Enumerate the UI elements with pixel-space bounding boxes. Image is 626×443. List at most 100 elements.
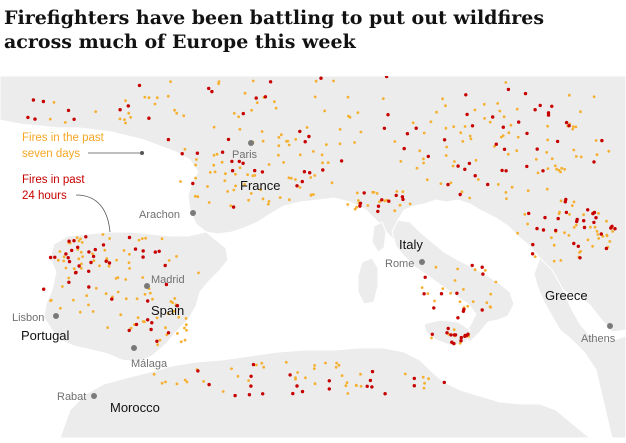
fire-day-dot [300,179,304,184]
fire-week-dot [441,97,444,101]
fire-week-dot [334,365,338,369]
fire-week-dot [103,248,107,252]
fire-week-dot [119,313,123,317]
fire-day-dot [461,309,466,313]
fire-week-dot [175,111,179,115]
fire-day-dot [155,339,159,343]
fire-day-dot [368,378,373,383]
fire-week-dot [494,280,498,284]
fire-week-dot [164,380,167,384]
fire-day-dot [89,260,93,265]
fire-week-dot [195,158,198,161]
fire-week-dot [418,149,422,153]
fire-week-dot [166,312,170,315]
fire-day-dot [33,117,37,121]
fire-week-dot [177,315,181,319]
fire-week-dot [444,154,448,157]
fire-day-dot [531,242,535,247]
fire-week-dot [430,336,433,340]
fire-day-dot [230,159,234,164]
fire-day-dot [582,225,587,230]
fire-week-dot [574,155,578,158]
fire-week-dot [504,191,508,194]
fire-day-dot [93,247,98,252]
fire-week-dot [81,255,84,258]
fire-week-dot [589,225,592,229]
fire-week-dot [175,255,178,258]
fire-week-dot [347,114,350,118]
fire-week-dot [326,161,330,165]
fire-day-dot [473,174,477,178]
fire-day-dot [455,291,459,295]
fire-week-dot [116,290,120,294]
fire-week-dot [572,226,576,229]
fire-week-dot [296,371,299,374]
country-label-morocco: Morocco [110,400,160,415]
fire-week-dot [277,136,281,139]
fire-day-dot [554,228,558,233]
fire-week-dot [278,196,282,200]
fire-week-dot [357,199,360,202]
fire-week-dot [62,259,66,263]
fire-day-dot [576,244,580,248]
fire-week-dot [605,234,609,238]
fire-day-dot [133,247,138,251]
fire-day-dot [66,256,70,260]
fire-week-dot [167,259,171,262]
fire-week-dot [238,166,242,170]
fire-week-dot [179,340,183,344]
fire-day-dot [459,339,463,343]
fire-day-dot [376,204,381,208]
fire-week-dot [155,96,159,100]
fire-day-dot [604,246,609,251]
fire-week-dot [474,158,478,162]
fire-week-dot [294,138,298,141]
fire-week-dot [221,390,225,393]
fire-week-dot [355,384,358,387]
fire-week-dot [533,255,537,258]
fire-day-dot [380,198,384,202]
fire-week-dot [151,297,154,301]
fire-week-dot [557,212,561,216]
fire-day-dot [600,138,604,143]
fire-week-dot [469,137,473,141]
land-italy [391,219,515,343]
fire-day-dot [241,161,245,165]
fire-day-dot [362,191,366,195]
fire-week-dot [313,95,317,99]
fire-week-dot [462,288,465,291]
fire-week-dot [207,201,211,204]
fire-week-dot [489,292,493,296]
fire-week-dot [243,91,247,95]
fire-week-dot [471,300,475,303]
fire-week-dot [196,195,200,199]
fire-week-dot [444,104,447,108]
fire-week-dot [476,178,480,181]
fire-week-dot [496,183,500,186]
fire-day-dot [303,140,307,144]
fire-week-dot [294,376,297,380]
fire-week-dot [77,257,81,261]
fire-week-dot [375,192,379,195]
country-label-spain: Spain [151,303,184,318]
legend-past-day-line1: Fires in past [22,174,85,186]
fire-day-dot [387,199,391,203]
fire-week-dot [286,139,290,143]
fire-day-dot [249,374,253,378]
fire-week-dot [498,109,502,113]
fire-day-dot [467,161,472,166]
fire-day-dot [423,275,427,279]
fire-day-dot [412,376,416,381]
fire-week-dot [141,276,145,279]
fire-week-dot [607,149,611,153]
fire-week-dot [250,108,254,112]
fire-week-dot [259,188,262,192]
fire-week-dot [183,147,187,151]
fire-week-dot [266,202,270,206]
fire-week-dot [176,332,179,335]
fire-week-dot [274,106,278,110]
headline: Firefighters have been battling to put o… [4,7,545,53]
fire-week-dot [563,231,566,235]
fire-week-dot [411,121,415,125]
fire-day-dot [470,263,474,268]
